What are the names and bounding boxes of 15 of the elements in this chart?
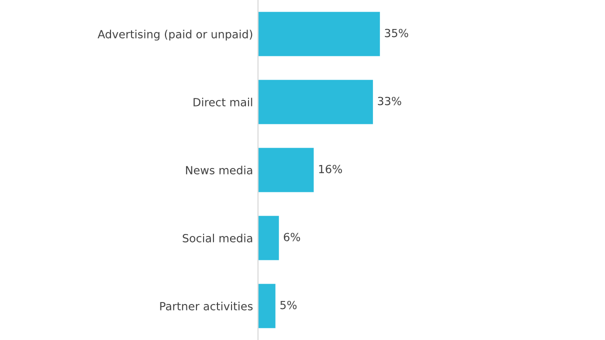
y-tick-label: Partner activities bbox=[160, 302, 253, 310]
bar bbox=[258, 80, 373, 124]
bar bbox=[258, 148, 314, 192]
data-label: 6% bbox=[284, 232, 300, 242]
y-tick-label: News media bbox=[186, 166, 252, 174]
bar bbox=[258, 12, 380, 56]
data-label: 33% bbox=[378, 96, 402, 106]
y-tick-label: Advertising (paid or unpaid) bbox=[98, 30, 252, 41]
data-label: 16% bbox=[319, 164, 342, 174]
data-label: 35% bbox=[384, 28, 408, 38]
data-label: 5% bbox=[280, 300, 297, 310]
y-tick-label: Social media bbox=[182, 234, 252, 242]
bar bbox=[258, 284, 276, 328]
y-tick-label: Direct mail bbox=[194, 98, 252, 106]
bar bbox=[258, 216, 279, 260]
